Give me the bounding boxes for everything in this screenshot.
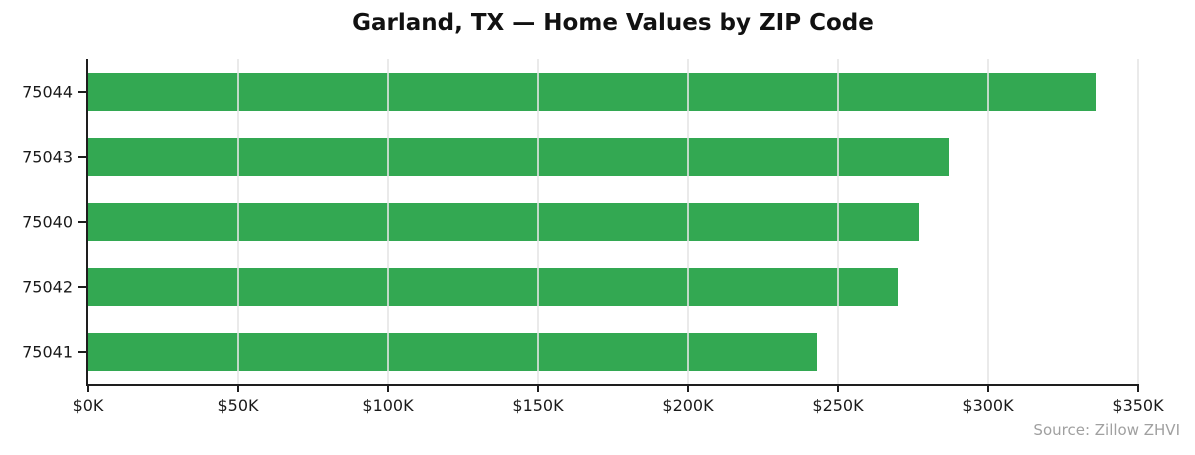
x-tick-label-$250K: $250K [812, 396, 864, 415]
y-tick-75040 [78, 220, 86, 223]
y-tick-75043 [78, 155, 86, 158]
gridline-$350K [1137, 59, 1139, 384]
x-tick-$350K [1137, 386, 1139, 392]
x-tick-label-$200K: $200K [662, 396, 714, 415]
y-axis-spine [86, 59, 88, 386]
chart-title: Garland, TX — Home Values by ZIP Code [352, 10, 874, 36]
gridline-$200K [687, 59, 689, 384]
x-tick-$100K [387, 386, 389, 392]
x-tick-label-$50K: $50K [217, 396, 259, 415]
bar-75041 [88, 332, 817, 371]
y-tick-label-75042: 75042 [22, 277, 73, 296]
x-tick-label-$150K: $150K [512, 396, 564, 415]
gridline-$150K [537, 59, 539, 384]
x-tick-$50K [237, 386, 239, 392]
x-tick-$300K [987, 386, 989, 392]
x-tick-label-$100K: $100K [362, 396, 414, 415]
x-tick-$250K [837, 386, 839, 392]
x-tick-$0K [87, 386, 89, 392]
bar-75044 [88, 72, 1096, 111]
y-tick-75042 [78, 285, 86, 288]
bar-75043 [88, 137, 949, 176]
y-tick-label-75040: 75040 [22, 212, 73, 231]
x-axis-spine [86, 384, 1139, 386]
x-tick-$200K [687, 386, 689, 392]
y-tick-label-75041: 75041 [22, 342, 73, 361]
x-tick-label-$300K: $300K [962, 396, 1014, 415]
gridline-$50K [237, 59, 239, 384]
source-note: Source: Zillow ZHVI [1033, 421, 1180, 439]
y-tick-label-75044: 75044 [22, 82, 73, 101]
bar-75040 [88, 202, 919, 241]
x-tick-label-$0K: $0K [72, 396, 104, 415]
x-tick-label-$350K: $350K [1112, 396, 1164, 415]
bar-75042 [88, 267, 898, 306]
y-tick-75041 [78, 350, 86, 353]
x-tick-$150K [537, 386, 539, 392]
y-tick-label-75043: 75043 [22, 147, 73, 166]
gridline-$250K [837, 59, 839, 384]
gridline-$300K [987, 59, 989, 384]
gridline-$100K [387, 59, 389, 384]
y-tick-75044 [78, 90, 86, 93]
